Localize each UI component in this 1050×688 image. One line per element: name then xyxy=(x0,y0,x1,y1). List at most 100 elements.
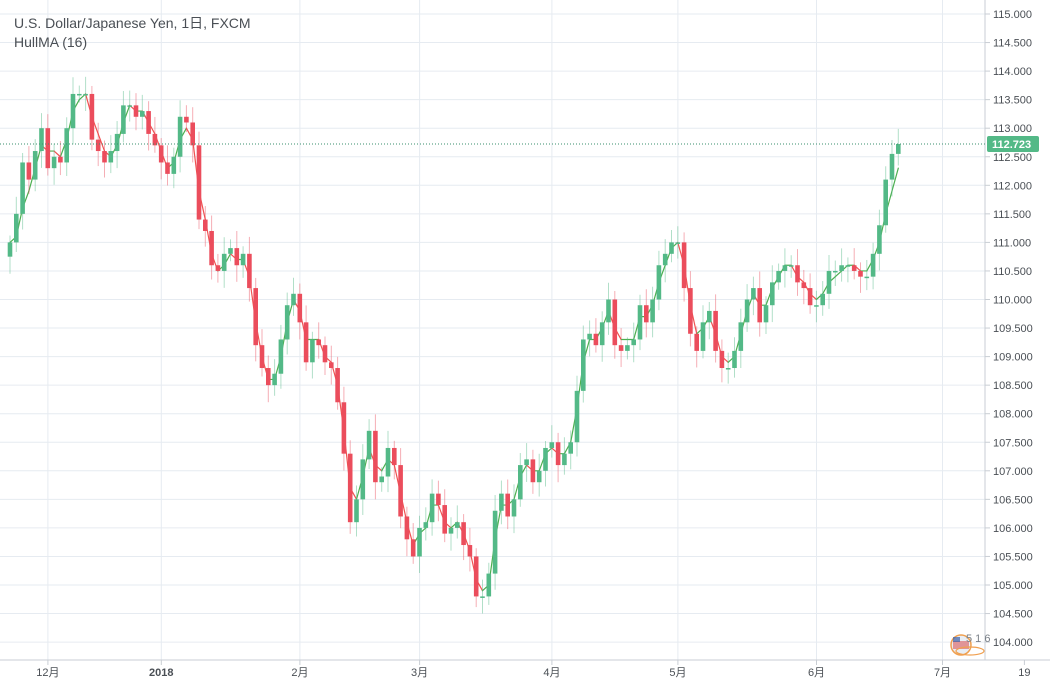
candle-body xyxy=(114,133,120,152)
price-tick-label: 105.000 xyxy=(993,580,1033,592)
candle-body xyxy=(240,253,246,266)
candle-body xyxy=(77,93,82,96)
candle-body xyxy=(89,93,95,140)
candle-body xyxy=(316,339,321,346)
candle-body xyxy=(360,459,366,500)
candle-body xyxy=(505,493,510,517)
candle-body xyxy=(366,430,372,460)
candle-body xyxy=(291,293,296,306)
symbol-title[interactable]: U.S. Dollar/Japanese Yen, 1日, FXCM xyxy=(14,15,251,31)
time-tick-label: 2018 xyxy=(149,667,173,679)
candle-body xyxy=(606,299,611,323)
candle-body xyxy=(801,282,807,289)
candle-body xyxy=(127,105,132,107)
candle-body xyxy=(562,453,567,466)
candle-body xyxy=(581,339,586,391)
flag-icon-stripes xyxy=(953,641,969,649)
candle-body xyxy=(858,270,863,277)
candle-body xyxy=(480,596,485,598)
candle-body xyxy=(455,522,460,528)
candle-body xyxy=(877,225,882,254)
candle-body xyxy=(392,447,397,466)
candle-body xyxy=(536,470,542,483)
candle-body xyxy=(215,265,221,271)
price-tick-label: 109.500 xyxy=(993,323,1033,335)
candle-body xyxy=(165,162,170,174)
candle-body xyxy=(788,265,794,267)
candle-body xyxy=(675,242,681,244)
price-tick-label: 112.500 xyxy=(993,152,1032,164)
candle-body xyxy=(20,162,25,214)
candle-body xyxy=(70,93,76,129)
price-tick-label: 107.500 xyxy=(993,437,1033,449)
price-tick-label: 115.000 xyxy=(993,9,1032,21)
candle-body xyxy=(555,442,561,466)
candle-body xyxy=(404,516,410,540)
candle-body xyxy=(681,242,687,289)
candle-body xyxy=(499,493,504,511)
candle-body xyxy=(662,253,668,266)
candle-body xyxy=(171,156,177,174)
candle-body xyxy=(826,270,832,294)
candle-body xyxy=(442,505,447,534)
candle-body xyxy=(196,145,202,220)
candle-body xyxy=(618,345,624,351)
price-tick-label: 106.500 xyxy=(993,494,1033,506)
candle-body xyxy=(417,527,422,557)
candle-body xyxy=(461,522,466,546)
candle-body xyxy=(612,299,618,346)
candle-body xyxy=(763,305,769,323)
candle-body xyxy=(568,442,573,454)
candle-body xyxy=(518,465,523,500)
candle-body xyxy=(782,265,788,271)
candle-body xyxy=(776,270,781,283)
price-tick-label: 110.500 xyxy=(993,266,1032,278)
candle-body xyxy=(95,139,101,152)
candle-body xyxy=(757,288,762,323)
candle-body xyxy=(669,242,674,254)
candle-body xyxy=(410,539,416,557)
candle-body xyxy=(341,402,347,454)
candle-body xyxy=(398,465,403,517)
price-tick-label: 107.000 xyxy=(993,466,1033,478)
last-price-marker: 112.723 xyxy=(0,136,1039,153)
candle-body xyxy=(650,299,655,323)
hull-ma-segment xyxy=(97,133,106,152)
candle-body xyxy=(738,322,744,351)
flag-icon-canton xyxy=(953,637,960,642)
candle-body xyxy=(744,299,750,323)
candle-body xyxy=(39,128,44,152)
candle-body xyxy=(152,133,158,146)
candle-body xyxy=(637,305,643,340)
candle-body xyxy=(492,510,498,574)
price-tag-label: 112.723 xyxy=(992,139,1031,151)
candle-body xyxy=(700,322,706,351)
candle-body xyxy=(228,248,233,254)
candle-body xyxy=(599,322,605,346)
candle-body xyxy=(221,253,227,271)
candle-body xyxy=(543,447,548,471)
candle-body xyxy=(725,368,731,370)
candle-body xyxy=(467,545,473,557)
candle-body xyxy=(335,368,340,403)
price-axis-background xyxy=(985,0,1050,688)
candle-body xyxy=(807,288,813,306)
candle-body xyxy=(896,144,901,154)
indicator-label[interactable]: HullMA (16) xyxy=(14,34,88,50)
candle-body xyxy=(751,288,756,300)
candle-body xyxy=(889,153,895,180)
chart-legend: U.S. Dollar/Japanese Yen, 1日, FXCM HullM… xyxy=(14,14,251,52)
time-axis-background xyxy=(0,660,1050,688)
price-tick-label: 106.000 xyxy=(993,523,1033,535)
candle-body xyxy=(473,556,479,597)
price-tick-label: 108.000 xyxy=(993,409,1033,421)
price-tick-label: 104.500 xyxy=(993,609,1033,621)
time-tick-label: 5月 xyxy=(669,667,686,679)
candle-body xyxy=(347,453,353,523)
candles xyxy=(7,76,901,614)
candle-body xyxy=(864,276,870,279)
grid xyxy=(0,0,1025,660)
